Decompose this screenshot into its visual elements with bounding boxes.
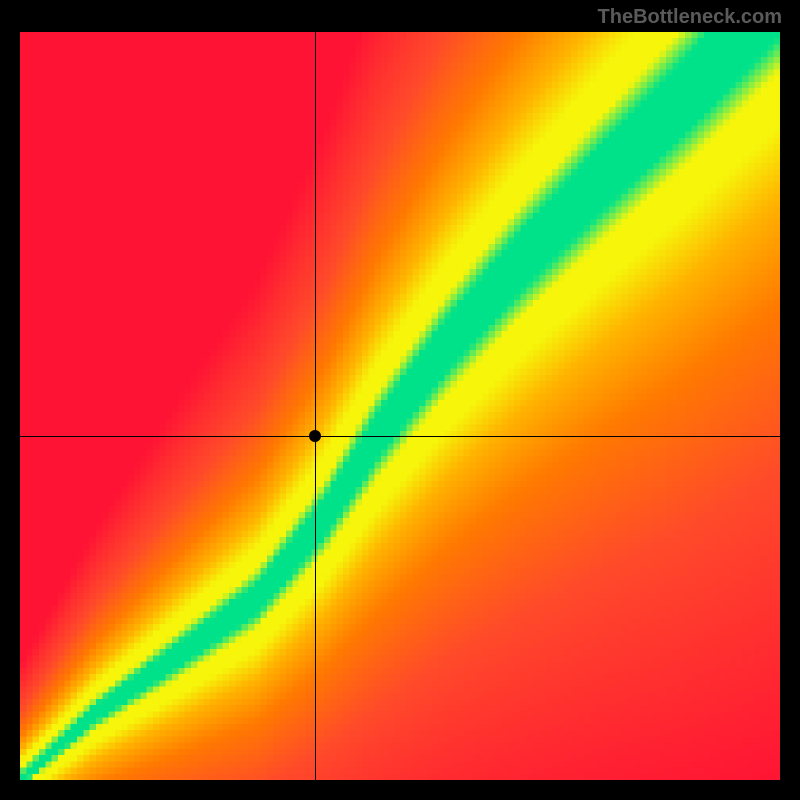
- bottleneck-heatmap: [20, 32, 780, 780]
- crosshair-vertical: [315, 32, 316, 780]
- crosshair-dot: [309, 430, 321, 442]
- crosshair-horizontal: [20, 436, 780, 437]
- watermark-text: TheBottleneck.com: [598, 6, 782, 29]
- heatmap-canvas: [20, 32, 780, 780]
